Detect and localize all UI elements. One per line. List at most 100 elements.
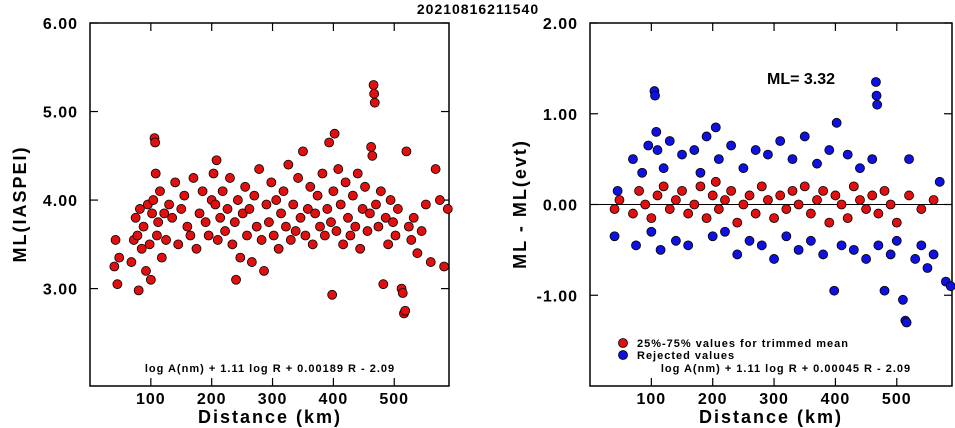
right-x-axis-label: Distance (km): [699, 407, 843, 427]
ml-point: [392, 204, 403, 214]
left-x-tick-label: 500: [379, 391, 409, 408]
ml-point: [130, 212, 141, 223]
ml-point: [375, 186, 386, 197]
residual-rejected-point: [689, 145, 700, 155]
residual-kept-point: [836, 199, 847, 210]
residual-rejected-point: [818, 249, 829, 260]
ml-point: [109, 261, 120, 272]
ml-point: [215, 212, 226, 223]
ml-point: [203, 230, 214, 241]
residual-kept-point: [677, 185, 687, 196]
ml-point: [406, 235, 417, 245]
ml-point: [368, 80, 379, 90]
ml-point: [210, 199, 221, 210]
ml-point: [167, 212, 178, 223]
residual-kept-point: [763, 195, 773, 205]
left-points: [109, 80, 453, 319]
residual-kept-point: [628, 208, 638, 219]
ml-point: [259, 266, 269, 276]
residual-rejected-point: [805, 235, 816, 246]
ml-point: [397, 288, 408, 298]
ml-point: [350, 221, 361, 232]
residual-kept-point: [848, 181, 859, 192]
right-x-tick-label: 500: [882, 391, 912, 408]
ml-point: [268, 230, 279, 241]
residual-kept-point: [695, 181, 706, 192]
ml-point: [347, 190, 358, 201]
ml-point: [357, 204, 368, 214]
ml-point: [335, 199, 346, 210]
ml-point: [369, 88, 380, 99]
ml-point: [126, 257, 137, 267]
ml-point: [273, 243, 284, 254]
ml-point: [366, 142, 377, 152]
ml-point: [420, 199, 431, 210]
residual-rejected-point: [945, 281, 955, 292]
residual-kept-point: [812, 195, 822, 205]
residual-rejected-point: [928, 249, 939, 260]
ml-point: [343, 212, 353, 223]
residual-rejected-point: [744, 235, 755, 246]
residual-kept-point: [818, 185, 829, 196]
right-y-tick-label: 1.00: [543, 107, 578, 124]
ml-point: [263, 217, 274, 228]
ml-point: [285, 235, 296, 245]
ml-point: [338, 239, 349, 250]
ml-point: [191, 243, 202, 254]
ml-point: [261, 199, 272, 210]
residual-rejected-point: [879, 285, 890, 296]
residual-kept-point: [609, 204, 620, 214]
ml-point: [408, 212, 419, 223]
right-x-tick-label: 400: [821, 391, 851, 408]
ml-point: [232, 195, 243, 205]
ml-point: [244, 204, 255, 214]
residual-kept-point: [744, 190, 755, 201]
ml-point: [362, 226, 373, 236]
residual-rejected-point: [922, 263, 933, 273]
ml-point: [227, 239, 238, 250]
residual-kept-point: [916, 204, 927, 214]
ml-point: [132, 230, 143, 241]
ml-point: [281, 221, 291, 232]
residual-rejected-point: [934, 176, 945, 187]
residual-rejected-point: [872, 99, 883, 110]
residual-kept-point: [861, 204, 872, 214]
ml-point: [179, 190, 190, 201]
residual-rejected-point: [631, 240, 641, 251]
ml-point: [185, 230, 196, 241]
left-y-axis-label: ML(IASPEI): [10, 146, 30, 263]
ml-point: [340, 177, 351, 188]
ml-point: [327, 289, 338, 300]
ml-point: [114, 252, 125, 263]
right-chart: 100 200 300 400 500 -1.00 0.00 1.00 2.00 ML - ML…: [510, 16, 955, 427]
ml-point: [290, 226, 301, 236]
ml-point: [333, 164, 344, 174]
residual-kept-point: [710, 176, 721, 187]
residual-rejected-point: [683, 240, 694, 251]
residual-kept-point: [824, 217, 835, 228]
residual-kept-point: [756, 181, 767, 192]
residual-kept-point: [855, 195, 865, 205]
residual-rejected-point: [726, 140, 737, 151]
residual-kept-point: [664, 204, 675, 214]
ml-point: [298, 146, 308, 157]
residual-rejected-point: [637, 167, 648, 178]
residual-rejected-point: [763, 149, 773, 160]
left-y-tick-label: 3.00: [43, 282, 78, 299]
ml-point: [360, 181, 370, 192]
ml-value-text: ML= 3.32: [767, 71, 835, 88]
ml-point: [240, 181, 251, 192]
ml-point: [412, 248, 423, 259]
residual-kept-point: [842, 213, 853, 224]
ml-point: [156, 252, 167, 263]
ml-point: [371, 199, 381, 210]
ml-point: [400, 305, 411, 316]
ml-point: [385, 195, 396, 205]
residual-rejected-point: [713, 154, 724, 165]
legend-kept-label: 25%-75% values for trimmed mean: [637, 338, 849, 350]
residual-kept-point: [707, 190, 718, 201]
left-y-tick-label: 5.00: [43, 105, 78, 122]
ml-point: [147, 208, 157, 219]
residual-kept-point: [904, 190, 914, 201]
ml-point: [364, 208, 375, 219]
